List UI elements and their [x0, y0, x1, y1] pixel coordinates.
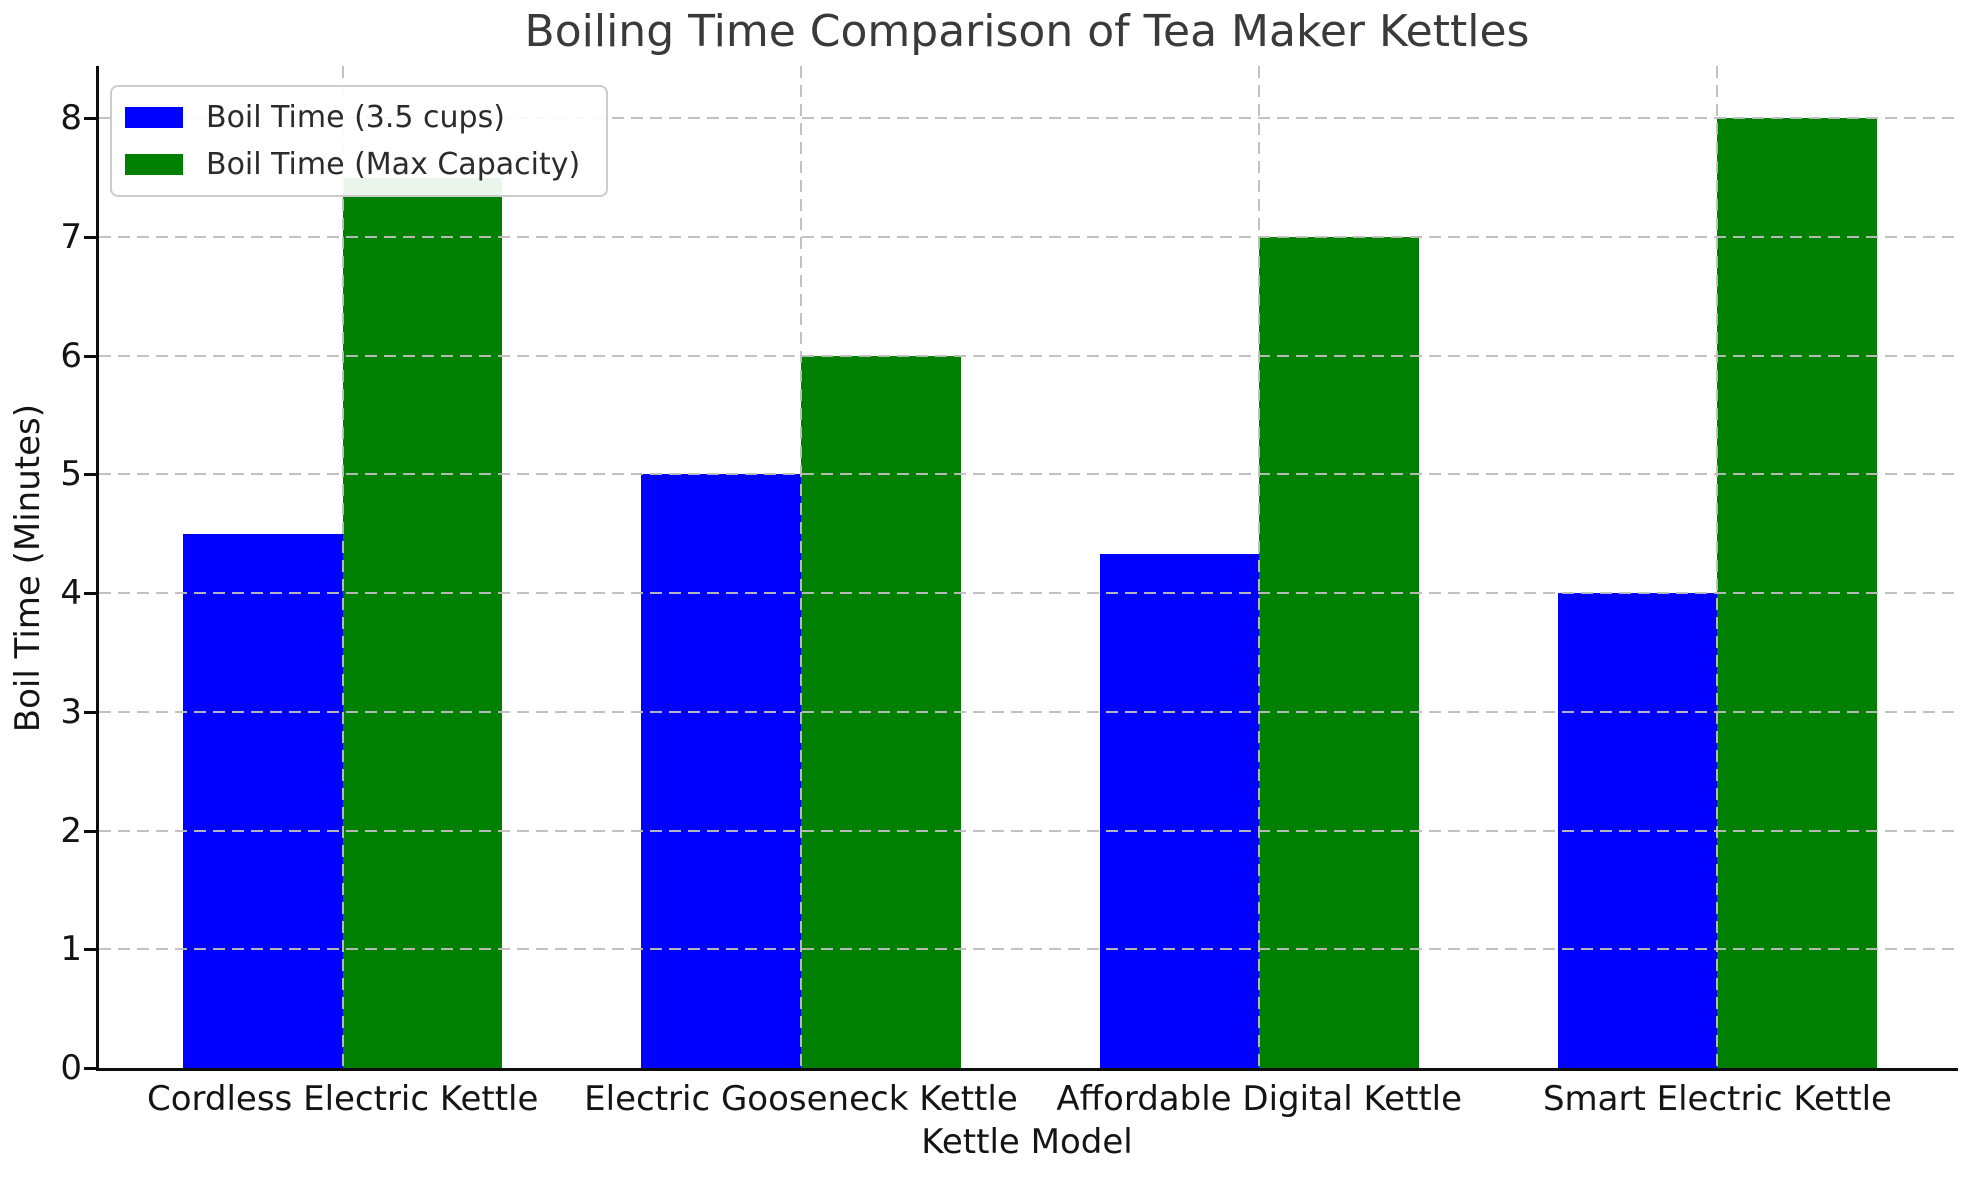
- bar-blue-3: [1099, 553, 1260, 1068]
- gridline-horizontal: [99, 473, 1958, 476]
- gridline-vertical: [799, 66, 802, 1068]
- x-tick-label: Affordable Digital Kettle: [1056, 1079, 1463, 1119]
- bar-green-1: [342, 177, 503, 1068]
- legend-label: Boil Time (3.5 cups): [206, 100, 505, 135]
- x-tick-label: Cordless Electric Kettle: [146, 1079, 539, 1119]
- y-tick-label: 2: [60, 810, 82, 851]
- y-tick-label: 5: [60, 454, 82, 495]
- legend-swatch-icon: [125, 154, 183, 175]
- y-tick-mark: [84, 473, 96, 477]
- y-tick-mark: [84, 948, 96, 952]
- gridline-horizontal: [99, 117, 1958, 120]
- legend-label: Boil Time (Max Capacity): [206, 147, 581, 182]
- chart-title: Boiling Time Comparison of Tea Maker Ket…: [524, 6, 1530, 57]
- plot-area: Boil Time (3.5 cups) Boil Time (Max Capac…: [96, 66, 1958, 1071]
- gridline-horizontal: [99, 235, 1958, 238]
- gridline-horizontal: [99, 948, 1958, 951]
- gridline-vertical: [1716, 66, 1719, 1068]
- x-tick-label: Electric Gooseneck Kettle: [584, 1079, 1018, 1119]
- y-tick-label: 1: [60, 929, 82, 970]
- legend-swatch-icon: [125, 107, 183, 128]
- y-tick-label: 4: [60, 573, 82, 614]
- gridline-horizontal: [99, 354, 1958, 357]
- legend: Boil Time (3.5 cups) Boil Time (Max Capac…: [110, 85, 609, 197]
- y-tick-label: 0: [60, 1048, 82, 1088]
- y-tick-mark: [84, 592, 96, 596]
- bar-green-3: [1259, 236, 1419, 1068]
- gridline-vertical: [1258, 66, 1261, 1068]
- y-tick-mark: [84, 235, 96, 239]
- y-tick-mark: [84, 829, 96, 833]
- gridline-horizontal: [99, 829, 1958, 832]
- gridline-horizontal: [99, 592, 1958, 595]
- gridline-horizontal: [99, 710, 1958, 713]
- legend-item: Boil Time (Max Capacity): [125, 147, 580, 182]
- y-tick-label: 6: [60, 335, 82, 376]
- bar-blue-2: [641, 474, 801, 1068]
- x-axis-label: Kettle Model: [921, 1122, 1133, 1162]
- y-tick-label: 3: [60, 691, 82, 732]
- bar-blue-1: [183, 533, 343, 1068]
- gridline-vertical: [341, 66, 344, 1068]
- y-tick-label: 7: [60, 216, 82, 257]
- legend-item: Boil Time (3.5 cups): [125, 100, 580, 135]
- y-tick-label: 8: [60, 98, 82, 139]
- y-tick-mark: [84, 117, 96, 121]
- y-tick-mark: [84, 354, 96, 358]
- y-tick-mark: [84, 710, 96, 714]
- y-tick-mark: [84, 1067, 96, 1070]
- x-tick-label: Smart Electric Kettle: [1542, 1079, 1892, 1119]
